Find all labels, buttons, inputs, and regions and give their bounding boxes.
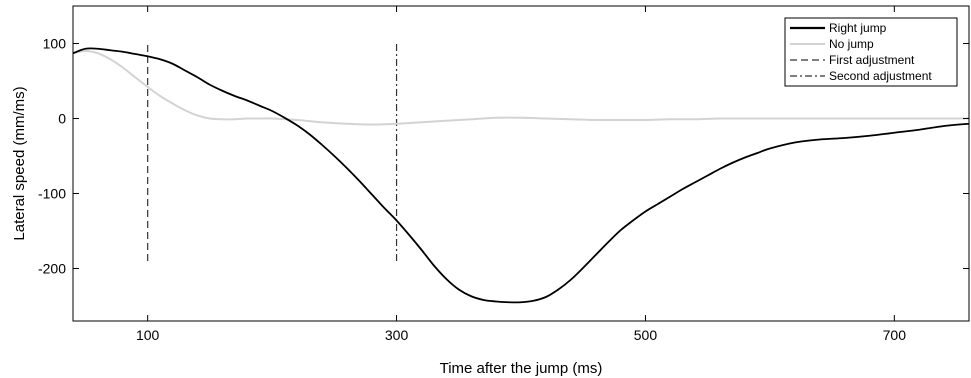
y-tick-label: -200 — [38, 261, 66, 277]
axes-layer: 100 300 500 700 100 0 -100 -200 Time after the j… — [11, 5, 970, 377]
series-line-right-jump — [73, 47, 969, 304]
y-axis-label: Lateral speed (mm/ms) — [11, 86, 28, 240]
x-tick-label: 100 — [136, 327, 160, 343]
plot-frame — [72, 5, 970, 322]
legend-label-right-jump: Right jump — [829, 21, 887, 35]
x-tick-label: 700 — [883, 327, 907, 343]
legend-label-second-adjustment: Second adjustment — [829, 69, 932, 83]
y-tick-label: 0 — [58, 111, 66, 127]
y-tick-label: -100 — [38, 186, 66, 202]
x-tick-label: 500 — [634, 327, 658, 343]
plot-area — [73, 43, 969, 304]
x-tick-label: 300 — [385, 327, 409, 343]
legend-label-first-adjustment: First adjustment — [829, 53, 915, 67]
legend-box — [784, 17, 958, 87]
x-axis-label: Time after the jump (ms) — [440, 360, 603, 377]
y-tick-label: 100 — [43, 36, 67, 52]
plot-layer — [73, 43, 969, 304]
series-line-no-jump — [73, 50, 969, 126]
legend: Right jump No jump First adjustment Second … — [784, 17, 958, 87]
legend-label-no-jump: No jump — [829, 37, 874, 51]
